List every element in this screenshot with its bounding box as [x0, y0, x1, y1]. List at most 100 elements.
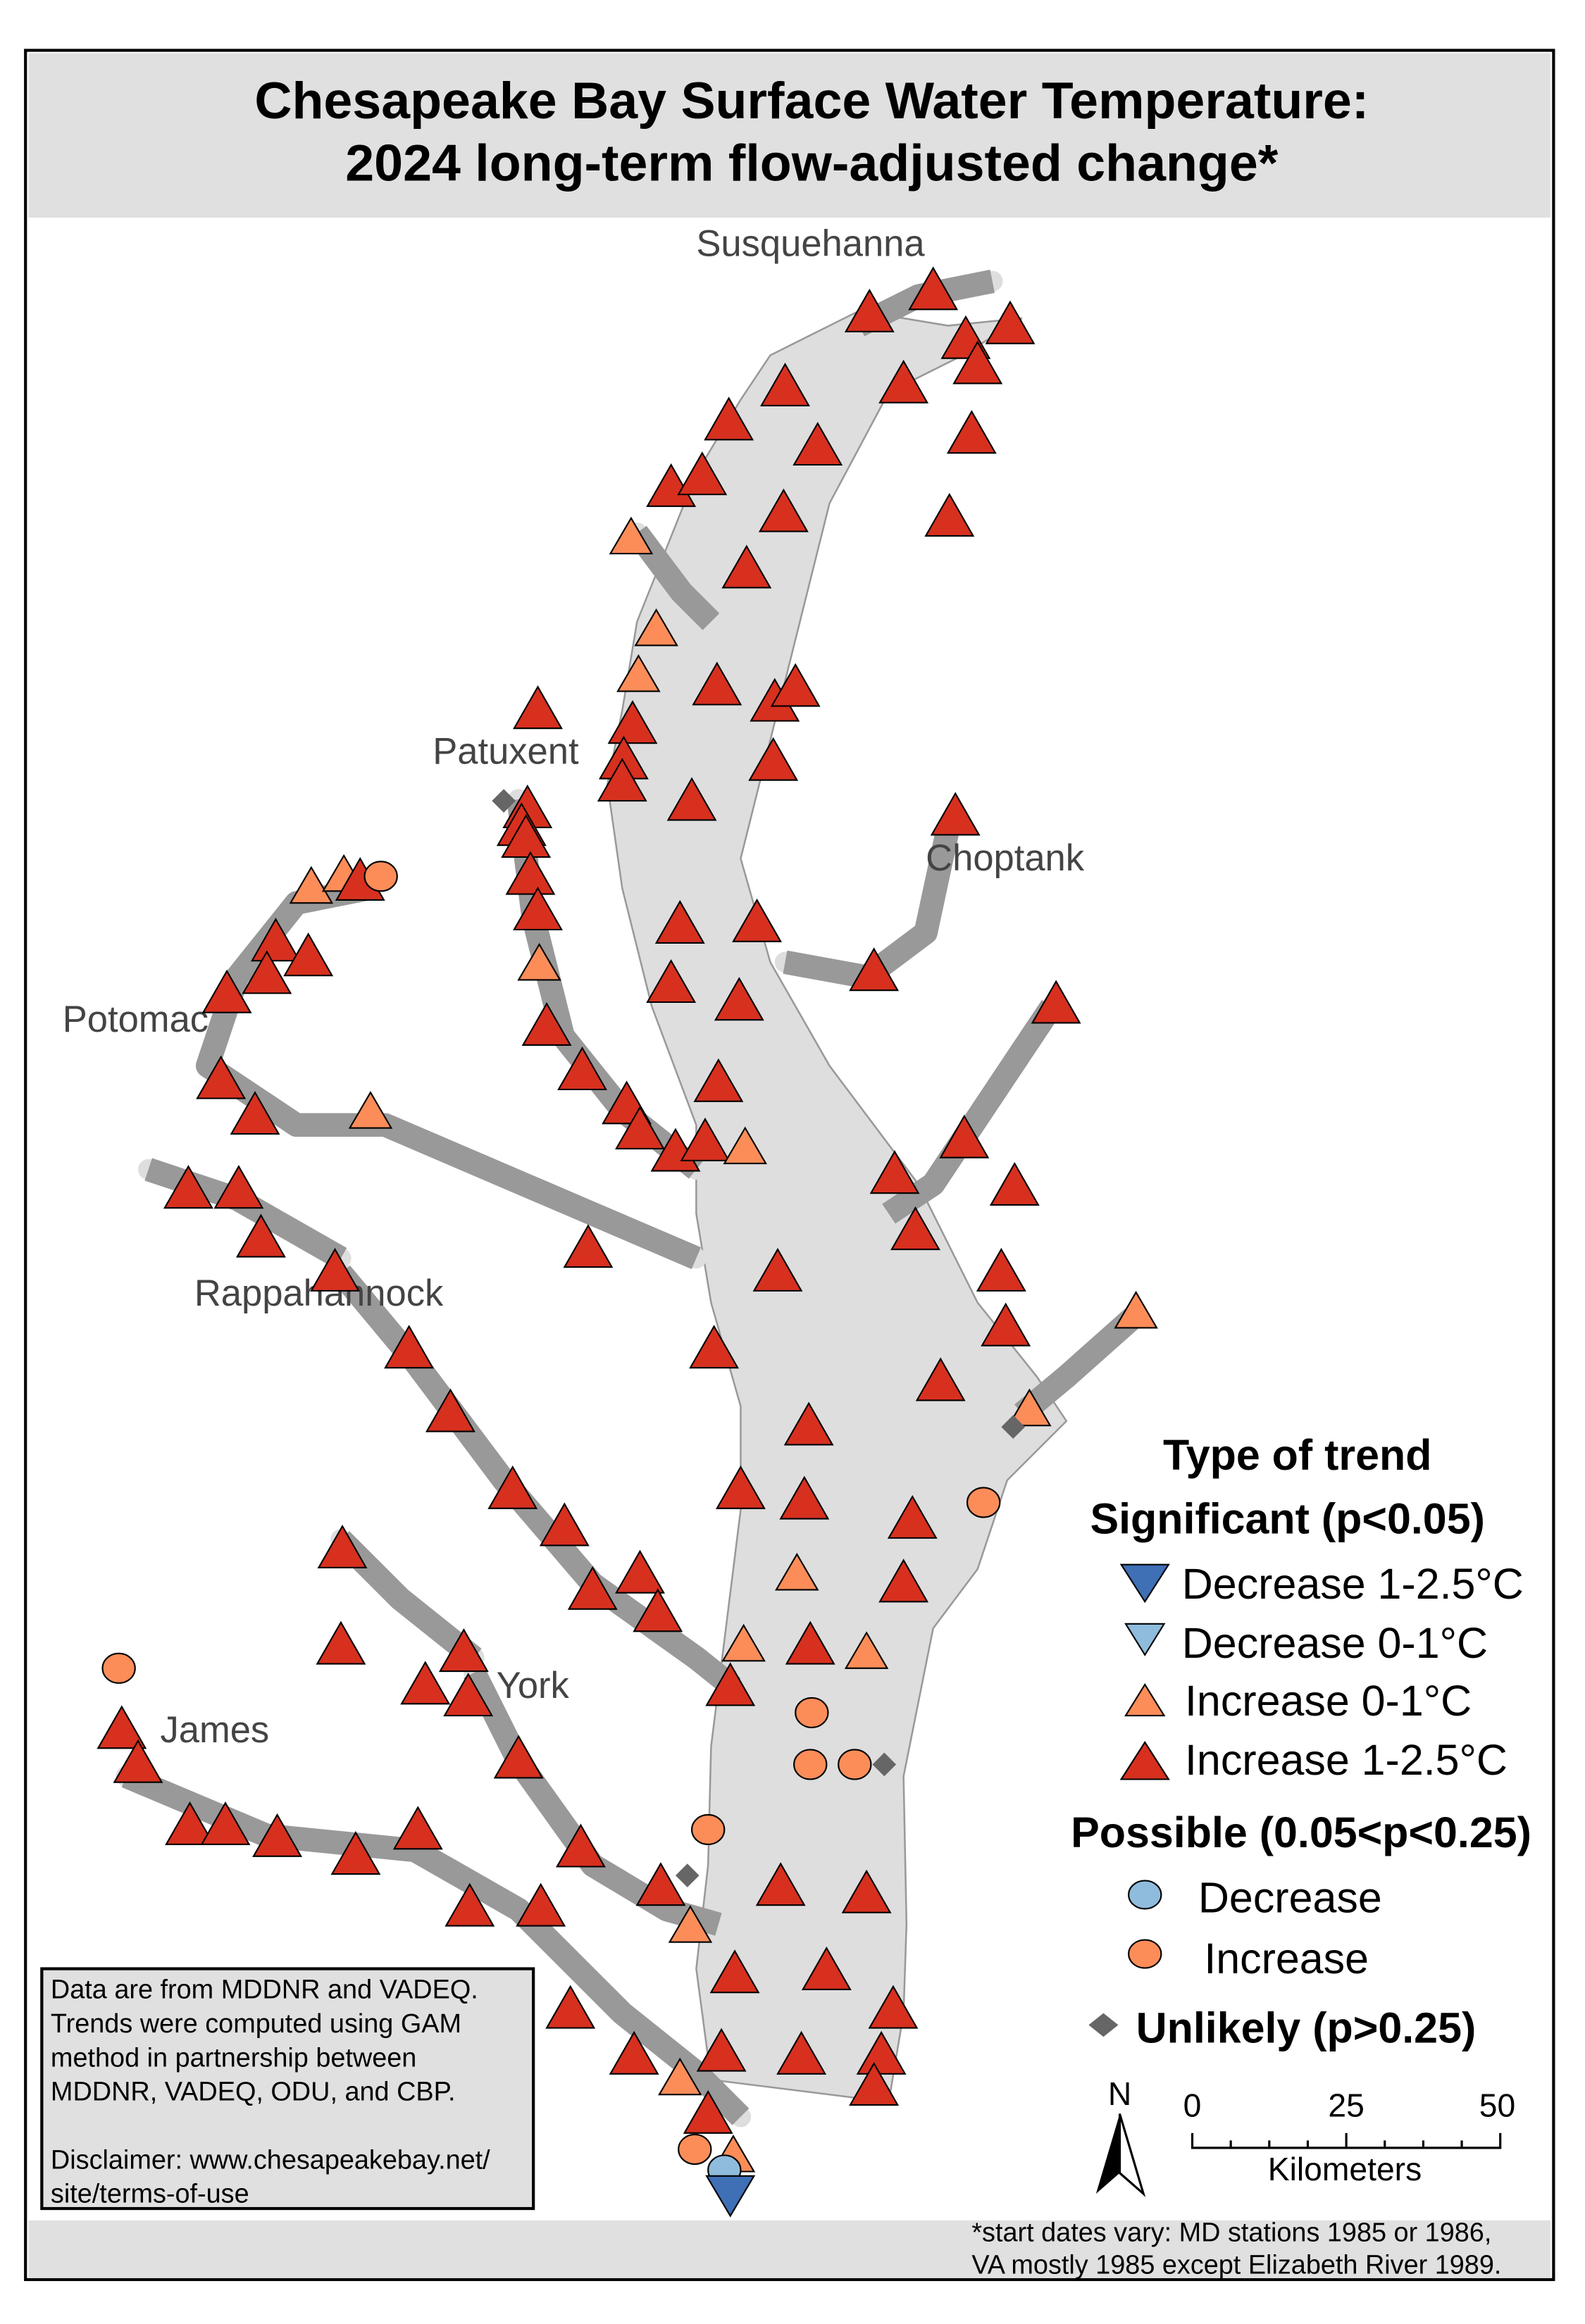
title-band — [28, 53, 1551, 218]
station-increase-large-triangle — [196, 1055, 247, 1099]
station-increase-large-triangle — [732, 898, 782, 942]
station-increase-large-triangle — [425, 1388, 476, 1432]
footnote-line-1: *start dates vary: MD stations 1985 or 1… — [971, 2218, 1491, 2247]
station-increase-large-triangle — [693, 1058, 744, 1102]
legend-significant-header: Significant (p<0.05) — [1090, 1495, 1484, 1543]
station-increase-large-triangle — [516, 1882, 566, 1927]
station-increase-large-triangle — [714, 977, 764, 1021]
footnote-band — [28, 2220, 1551, 2278]
station-increase-large-triangle — [400, 1661, 451, 1705]
station-increase-large-triangle — [513, 685, 563, 730]
station-increase-small-triangle — [348, 1091, 393, 1129]
station-increase-large-triangle — [666, 777, 717, 821]
station-increase-large-triangle — [113, 1739, 163, 1783]
station-increase-large-triangle — [760, 362, 810, 406]
legend-possible-increase-icon — [1128, 1939, 1162, 1969]
station-increase-large-triangle — [501, 814, 552, 858]
station-increase-large-triangle — [878, 1558, 929, 1603]
station-increase-large-triangle — [317, 1524, 368, 1568]
legend-possible-decrease-label: Decrease — [1198, 1874, 1382, 1922]
station-increase-large-triangle — [545, 1985, 596, 2029]
legend-unlikely-label: Unlikely (p>0.25) — [1136, 2004, 1477, 2052]
station-increase-large-triangle — [705, 1662, 756, 1706]
north-arrow: N — [1095, 2075, 1146, 2197]
label-potomac: Potomac — [63, 999, 209, 1040]
title-line-2: 2024 long-term flow-adjusted change* — [345, 133, 1278, 192]
station-increase-large-triangle — [930, 792, 981, 836]
label-choptank: Choptank — [926, 837, 1085, 879]
station-increase-large-triangle — [443, 1673, 494, 1717]
station-increase-large-triangle — [557, 1047, 607, 1091]
note-line: Disclaimer: www.chesapeakebay.net/ — [51, 2145, 490, 2175]
station-increase-large-triangle — [680, 1117, 731, 1161]
station-increase-large-triangle — [252, 1813, 302, 1857]
station-increase-large-triangle — [989, 1161, 1040, 1206]
station-increase-large-triangle — [445, 1882, 495, 1927]
station-increase-large-triangle — [438, 1628, 489, 1673]
note-line: site/terms-of-use — [51, 2180, 249, 2209]
station-increase-large-triangle — [856, 2030, 907, 2075]
station-increase-large-triangle — [235, 1213, 286, 1258]
station-decrease-large-triangle — [705, 2175, 756, 2218]
station-increase-large-triangle — [709, 1949, 760, 1994]
scale-tick-0: 0 — [1183, 2087, 1202, 2124]
legend-decrease-small-icon — [1124, 1623, 1166, 1656]
station-increase-large-triangle — [646, 959, 697, 1004]
station-increase-large-triangle — [609, 2030, 659, 2075]
legend-title: Type of trend — [1163, 1431, 1431, 1479]
station-increase-small-triangle — [657, 2057, 702, 2096]
station-increase-large-triangle — [779, 1475, 830, 1520]
bay-water — [606, 310, 1068, 2104]
station-increase-large-triangle — [849, 947, 900, 992]
scale-unit: Kilometers — [1268, 2151, 1422, 2187]
station-increase-large-triangle — [392, 1806, 443, 1850]
station-increase-large-triangle — [505, 851, 556, 895]
station-increase-large-triangle — [597, 758, 647, 802]
station-increase-large-triangle — [539, 1502, 590, 1547]
legend-possible-increase-label: Increase — [1204, 1935, 1369, 1982]
station-increase-small-triangle — [289, 866, 334, 904]
station-increase-large-triangle — [200, 1801, 251, 1846]
station-increase-large-triangle — [567, 1566, 618, 1610]
station-possible-increase-circle — [793, 1749, 828, 1780]
station-increase-large-triangle — [283, 932, 334, 977]
scale-tick-50: 50 — [1479, 2087, 1515, 2124]
station-increase-large-triangle — [165, 1801, 215, 1846]
station-increase-large-triangle — [615, 1549, 665, 1594]
station-unlikely-diamond — [1001, 1415, 1025, 1439]
station-increase-large-triangle — [683, 2089, 733, 2134]
station-possible-increase-circle — [363, 861, 398, 892]
station-increase-large-triangle — [1031, 980, 1081, 1024]
station-increase-large-triangle — [633, 1588, 683, 1632]
scale-tick-25: 25 — [1328, 2087, 1364, 2124]
station-increase-large-triangle — [776, 2030, 827, 2075]
station-increase-large-triangle — [748, 737, 799, 781]
label-susquehanna: Susquehanna — [696, 223, 925, 265]
station-markers — [97, 266, 1158, 2218]
station-increase-large-triangle — [792, 422, 843, 466]
station-increase-large-triangle — [250, 918, 301, 962]
label-york: York — [497, 1665, 570, 1706]
title-line-1: Chesapeake Bay Surface Water Temperature… — [254, 71, 1369, 130]
station-increase-large-triangle — [487, 1465, 538, 1509]
legend-possible-header: Possible (0.05<p<0.25) — [1071, 1808, 1531, 1856]
station-possible-increase-circle — [966, 1487, 1001, 1518]
station-increase-large-triangle — [310, 1247, 360, 1292]
station-possible-increase-circle — [795, 1697, 829, 1728]
station-increase-large-triangle — [869, 1150, 920, 1194]
station-increase-large-triangle — [230, 1091, 280, 1135]
station-increase-large-triangle — [330, 1831, 381, 1875]
station-increase-large-triangle — [976, 1247, 1026, 1292]
station-increase-small-triangle — [517, 942, 561, 981]
station-unlikely-diamond — [675, 1863, 700, 1887]
station-increase-large-triangle — [946, 410, 997, 454]
station-increase-large-triangle — [924, 492, 975, 537]
station-increase-large-triangle — [755, 1862, 806, 1906]
station-increase-small-triangle — [1007, 1388, 1052, 1427]
station-increase-large-triangle — [890, 1206, 940, 1251]
station-increase-large-triangle — [785, 1620, 835, 1665]
legend-decrease-large-label: Decrease 1-2.5°C — [1182, 1560, 1524, 1608]
legend-unlikely-icon — [1088, 2013, 1119, 2037]
station-increase-large-triangle — [513, 887, 563, 931]
